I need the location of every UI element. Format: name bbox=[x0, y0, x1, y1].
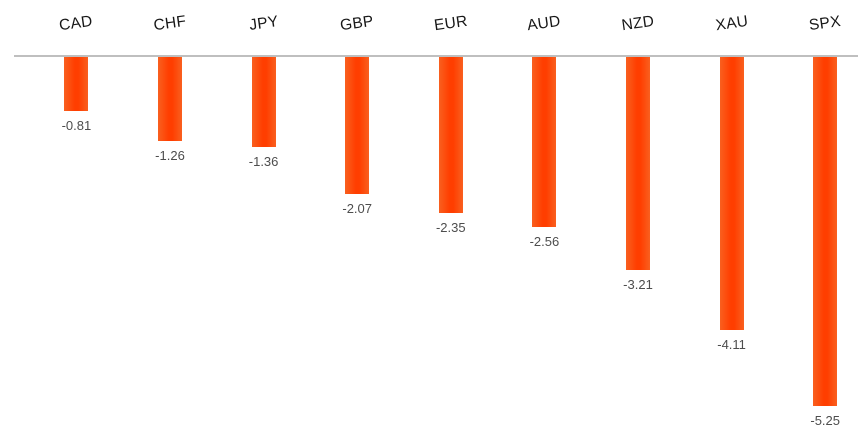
bar-group: CHF -1.26 bbox=[123, 0, 217, 445]
category-label: AUD bbox=[526, 12, 563, 35]
x-axis-line bbox=[14, 55, 858, 57]
category-label: JPY bbox=[247, 13, 280, 34]
bar-group: AUD -2.56 bbox=[497, 0, 591, 445]
category-label: EUR bbox=[432, 12, 469, 35]
bar-group: GBP -2.07 bbox=[310, 0, 404, 445]
category-label: SPX bbox=[808, 12, 843, 35]
bar bbox=[813, 57, 838, 406]
category-label: XAU bbox=[714, 12, 749, 35]
value-label: -2.35 bbox=[435, 220, 466, 236]
category-label: GBP bbox=[339, 12, 375, 35]
category-label: CAD bbox=[58, 12, 95, 35]
value-label: -2.56 bbox=[529, 233, 560, 249]
bar bbox=[345, 57, 370, 195]
category-label: CHF bbox=[152, 12, 188, 35]
bar-group: SPX -5.25 bbox=[778, 0, 858, 445]
value-label: -0.81 bbox=[61, 117, 92, 133]
bar-group: EUR -2.35 bbox=[404, 0, 498, 445]
bar bbox=[251, 57, 276, 148]
bar bbox=[626, 57, 650, 271]
bar bbox=[158, 57, 182, 141]
value-label: -1.36 bbox=[248, 154, 279, 170]
value-label: -4.11 bbox=[717, 336, 746, 352]
bar bbox=[64, 57, 89, 111]
bar bbox=[438, 57, 463, 213]
bar-group: JPY -1.36 bbox=[217, 0, 311, 445]
value-label: -2.07 bbox=[342, 201, 372, 217]
bar bbox=[532, 57, 557, 227]
bar bbox=[719, 57, 744, 330]
bar-group: XAU -4.11 bbox=[685, 0, 779, 445]
bar-group: NZD -3.21 bbox=[591, 0, 685, 445]
value-label: -1.26 bbox=[155, 147, 185, 163]
category-label: NZD bbox=[620, 12, 656, 35]
bar-group: CAD -0.81 bbox=[29, 0, 123, 445]
value-label: -5.25 bbox=[810, 412, 840, 428]
value-label: -3.21 bbox=[623, 277, 653, 293]
